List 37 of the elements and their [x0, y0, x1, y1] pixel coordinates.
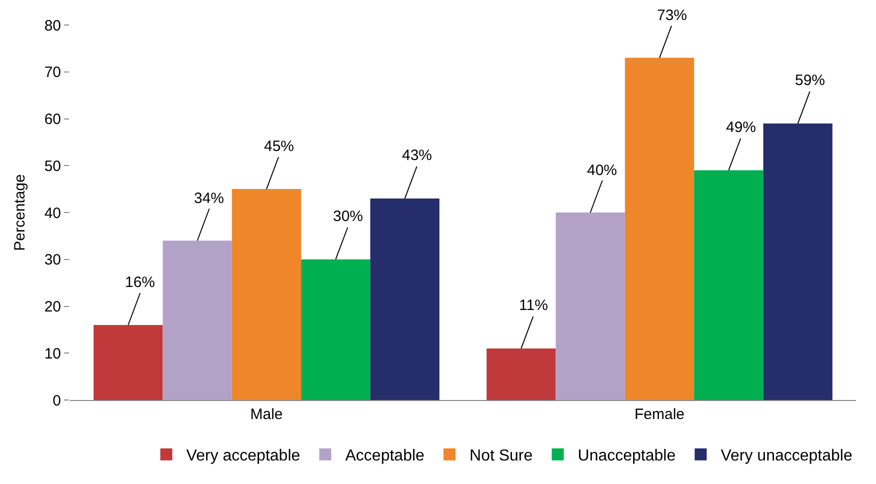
- legend-label: Very unacceptable: [720, 448, 852, 465]
- data-label: 40%: [587, 162, 618, 179]
- x-tick-label: Male: [250, 406, 283, 423]
- bar: [301, 259, 370, 400]
- legend-label: Acceptable: [345, 448, 425, 465]
- legend-label: Unacceptable: [578, 448, 676, 465]
- bar: [370, 198, 440, 400]
- y-tick-label: 40: [44, 204, 61, 222]
- data-label: 11%: [519, 297, 548, 314]
- data-label: 30%: [333, 208, 364, 225]
- legend-label: Not Sure: [470, 448, 533, 465]
- legend-label: Very acceptable: [186, 448, 300, 465]
- y-tick-label: 30: [44, 252, 61, 269]
- bar: [486, 348, 556, 400]
- bar: [556, 212, 625, 400]
- data-label: 73%: [657, 7, 688, 24]
- bar: [232, 189, 302, 400]
- data-label: 45%: [264, 138, 294, 155]
- data-label: 16%: [125, 274, 156, 291]
- y-tick-label: 0: [52, 392, 61, 410]
- bar: [624, 58, 694, 400]
- bar: [694, 170, 764, 400]
- y-tick-label: 50: [44, 158, 61, 175]
- data-label: 59%: [795, 72, 826, 89]
- y-tick-label: 70: [44, 64, 61, 82]
- y-tick-label: 20: [44, 298, 61, 316]
- y-tick-label: 80: [44, 17, 61, 34]
- x-tick-label: Female: [634, 406, 685, 423]
- bar: [763, 123, 832, 400]
- bar: [94, 325, 163, 400]
- y-axis-title: Percentage: [12, 174, 29, 251]
- data-label: 43%: [402, 147, 432, 164]
- y-tick-label: 10: [44, 345, 61, 362]
- y-tick-label: 60: [44, 111, 61, 128]
- bar: [162, 240, 232, 400]
- data-label: 49%: [726, 119, 756, 136]
- data-label: 34%: [194, 190, 224, 207]
